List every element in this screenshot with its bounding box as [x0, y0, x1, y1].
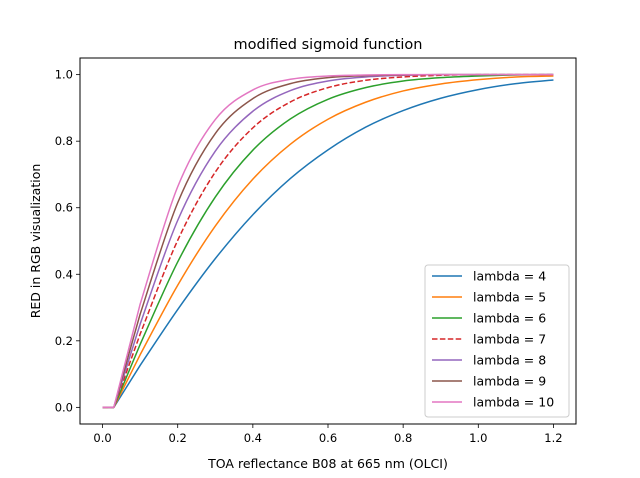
x-tick-label: 0.0	[93, 431, 111, 445]
series-line-1	[102, 79, 554, 409]
y-tick-label: 0.0	[55, 400, 73, 414]
legend: lambda = 4 lambda = 5 lambda = 6 lambda = 7…	[424, 264, 570, 418]
series-line-2	[102, 75, 554, 409]
series-line-7	[102, 73, 554, 409]
ticks-layer: 0.0 0.2 0.4 0.6 0.8 1.0 1.2 0.0 0.2 0.4 0.6 0.8 1.0	[55, 68, 563, 445]
legend-label-5: lambda = 8	[473, 353, 546, 368]
legend-label-2: lambda = 5	[473, 290, 546, 305]
x-tick-label: 0.2	[169, 431, 187, 445]
x-tick-label: 1.0	[469, 431, 487, 445]
y-tick-label: 0.2	[55, 334, 73, 348]
legend-box	[424, 264, 570, 418]
plot-frame	[79, 57, 577, 425]
legend-label-3: lambda = 6	[473, 311, 546, 326]
legend-label-6: lambda = 9	[473, 374, 546, 389]
x-tick-label: 0.8	[394, 431, 412, 445]
legend-label-1: lambda = 4	[473, 269, 546, 284]
x-tick-label: 0.6	[319, 431, 337, 445]
series-layer	[102, 73, 554, 409]
y-tick-label: 0.4	[55, 267, 73, 281]
y-tick-label: 0.6	[55, 201, 73, 215]
legend-label-4: lambda = 7	[473, 332, 546, 347]
chart-title: modified sigmoid function	[234, 37, 423, 53]
y-tick-label: 0.8	[55, 134, 73, 148]
y-axis-label: RED in RGB visualization	[28, 164, 43, 319]
x-axis-label: TOA reflectance B08 at 665 nm (OLCI)	[207, 456, 448, 471]
x-tick-label: 1.2	[544, 431, 562, 445]
legend-label-7: lambda = 10	[473, 395, 554, 410]
x-tick-label: 0.4	[244, 431, 262, 445]
y-tick-label: 1.0	[55, 68, 73, 82]
series-line-3	[102, 73, 554, 409]
legend-entries: lambda = 4 lambda = 5 lambda = 6 lambda = 7…	[432, 269, 554, 410]
